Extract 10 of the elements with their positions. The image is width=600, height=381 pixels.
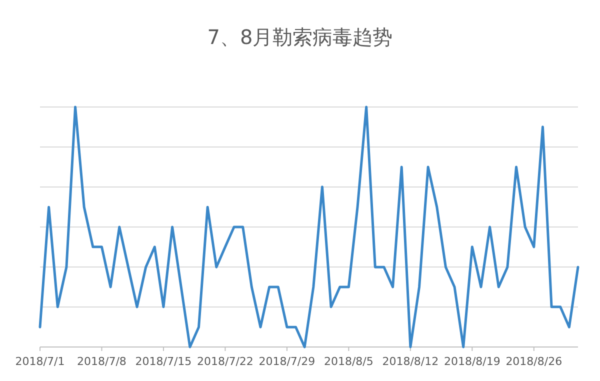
x-tick-label: 2018/7/8 (77, 355, 126, 368)
x-tick-label: 2018/7/1 (15, 355, 65, 368)
chart-title: 7、8月勒索病毒趋势 (207, 25, 393, 49)
x-tick-label: 2018/7/15 (135, 355, 192, 368)
x-tick-label: 2018/8/5 (324, 355, 374, 368)
x-tick-label: 2018/7/29 (258, 355, 316, 368)
x-tick-label: 2018/7/22 (197, 355, 254, 368)
x-tick-label: 2018/8/19 (444, 355, 500, 368)
x-tick-label: 2018/8/26 (506, 355, 562, 368)
x-tick-label: 2018/8/12 (382, 355, 439, 368)
